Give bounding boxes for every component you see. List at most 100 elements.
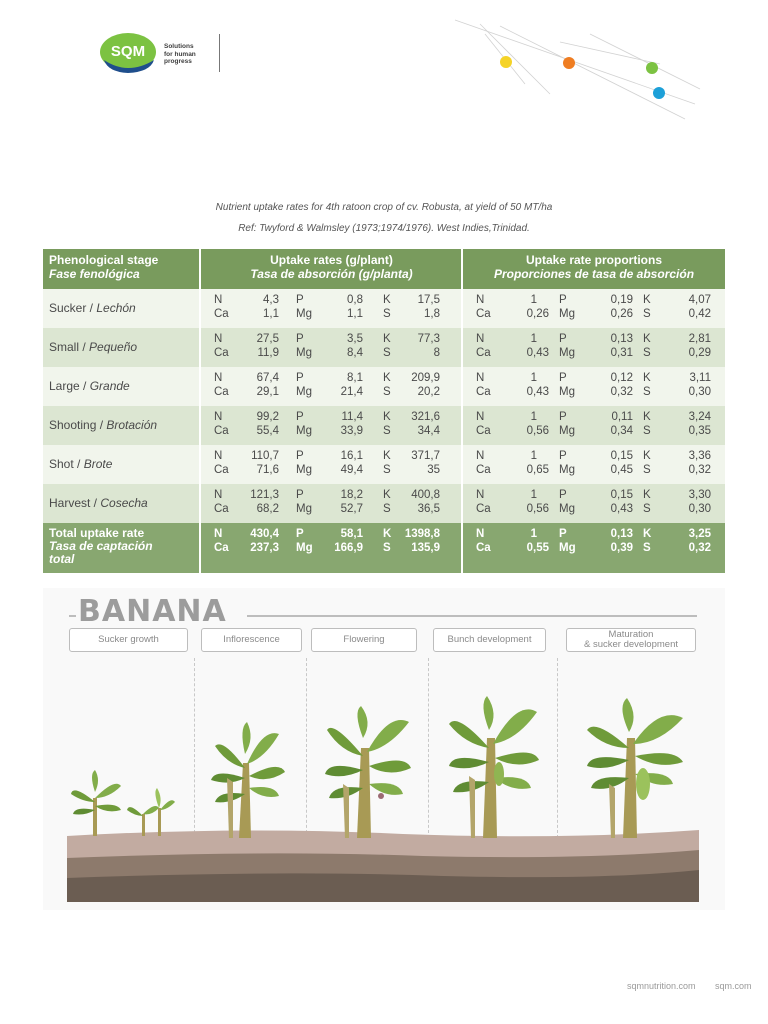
nutrient-symbol: S [383,425,391,437]
logo-tagline: Solutions for human progress [164,43,196,66]
nutrient-value: 8,1 [347,372,363,384]
nutrient-value: 2,81 [688,333,711,345]
nutrient-value: 0,43 [526,347,549,359]
nutrient-value: 0,55 [526,542,549,554]
header-uptake-proportions: Uptake rate proportions Proporciones de … [493,253,695,281]
nutrient-symbol: Mg [296,425,312,437]
nutrient-value: 1 [530,372,537,384]
nutrient-value: 0,8 [347,294,363,306]
table-reference: Ref: Twyford & Walmsley (1973;1974/1976)… [238,223,530,234]
nutrient-value: 1,1 [263,308,279,320]
nutrient-value: 0,56 [526,425,549,437]
nutrient-symbol: N [214,450,223,462]
stage-name-en: Sucker / [49,301,97,315]
nutrient-symbol: Ca [476,386,491,398]
stage-separator [428,658,429,838]
footer-link-sqm[interactable]: sqm.com [715,981,752,991]
yellow-dot [500,56,512,68]
nutrient-value: 77,3 [417,333,440,345]
nutrient-value: 17,5 [417,294,440,306]
table-row: Shooting / Brotación N 99,2 P 11,4 K 321,6 Ca 55… [43,406,725,445]
stage-name: Small / Pequeño [49,328,137,367]
nutrient-symbol: Ca [214,386,229,398]
nutrient-symbol: P [296,489,304,501]
stage-separator [306,658,307,838]
tagline-line: Solutions [164,43,194,50]
nutrient-value: 0,11 [611,411,633,423]
nutrient-value: 166,9 [334,542,363,554]
nutrient-symbol: P [559,333,567,345]
nutrient-value: 4,07 [688,294,711,306]
banana-plant-inflorescence [211,722,285,838]
stage-name: Harvest / Cosecha [49,484,148,523]
nutrient-symbol: P [296,528,304,540]
nutrient-symbol: Ca [214,503,229,515]
nutrient-symbol: K [383,294,391,306]
stage-name-en: Large / [49,379,90,393]
nutrient-symbol: K [383,333,391,345]
nutrient-value: 71,6 [256,464,279,476]
nutrient-symbol: Ca [476,542,491,554]
nutrient-symbol: Ca [214,464,229,476]
nutrient-value: 68,2 [256,503,279,515]
nutrient-value: 20,2 [417,386,440,398]
nutrient-symbol: N [476,372,485,384]
nutrient-symbol: Mg [296,464,312,476]
nutrient-value: 3,5 [347,333,363,345]
nutrient-value: 0,29 [688,347,711,359]
banana-growth-infographic: BANANA Sucker growth Inflorescence Flowe… [43,588,725,910]
nutrient-symbol: Mg [559,386,575,398]
nutrient-value: 11,4 [341,411,363,423]
title-rule [69,615,76,617]
nutrient-symbol: N [214,489,223,501]
nutrient-symbol: S [383,347,391,359]
orange-dot [563,57,575,69]
nutrient-value: 237,3 [250,542,279,554]
nutrient-symbol: S [643,503,651,515]
stage-label-flowering: Flowering [311,628,417,652]
nutrient-symbol: Mg [296,542,313,554]
nutrient-value: 3,25 [688,528,711,540]
footer-link-sqmnutrition[interactable]: sqmnutrition.com [627,981,696,991]
nutrient-symbol: K [643,294,651,306]
nutrient-uptake-table: Phenological stage Fase fenológica Uptak… [43,249,725,573]
banana-plants-illustration [67,696,699,902]
nutrient-value: 209,9 [411,372,440,384]
stage-label-sucker-growth: Sucker growth [69,628,188,652]
nutrient-symbol: P [559,489,567,501]
nutrient-value: 0,42 [688,308,711,320]
nutrient-value: 1,1 [347,308,363,320]
stage-name-es: Brote [83,457,113,471]
nutrient-symbol: Ca [214,542,229,554]
stage-name: Shot / Brote [49,445,112,484]
nutrient-symbol: Ca [476,425,491,437]
nutrient-symbol: P [559,528,567,540]
nutrient-value: 1 [530,333,537,345]
nutrient-value: 49,4 [340,464,363,476]
nutrient-symbol: P [559,411,567,423]
stage-name: Shooting / Brotación [49,406,157,445]
nutrient-symbol: K [643,489,651,501]
stage-name-en: Small / [49,340,90,354]
banana-title: BANANA [78,594,227,629]
nutrient-symbol: N [476,294,485,306]
nutrient-value: 1398,8 [404,528,440,540]
nutrient-value: 0,19 [610,294,633,306]
nutrient-symbol: K [643,450,651,462]
stage-name-es: Lechón [96,301,136,315]
nutrient-value: 36,5 [417,503,440,515]
stage-label-inflorescence: Inflorescence [201,628,302,652]
nutrient-symbol: K [643,528,652,540]
nutrient-value: 0,26 [610,308,633,320]
nutrient-value: 3,30 [688,489,711,501]
nutrient-symbol: N [476,450,485,462]
nutrient-value: 1 [530,450,537,462]
nutrient-symbol: N [476,411,485,423]
nutrient-value: 135,9 [411,542,440,554]
nutrient-symbol: Mg [559,542,576,554]
table-row: Sucker / Lechón N 4,3 P 0,8 K 17,5 Ca 1,1 Mg 1,1 S 1… [43,289,725,328]
title-rule [247,615,697,617]
nutrient-symbol: S [643,386,651,398]
stage-separator [557,658,558,838]
nutrient-value: 99,2 [256,411,279,423]
